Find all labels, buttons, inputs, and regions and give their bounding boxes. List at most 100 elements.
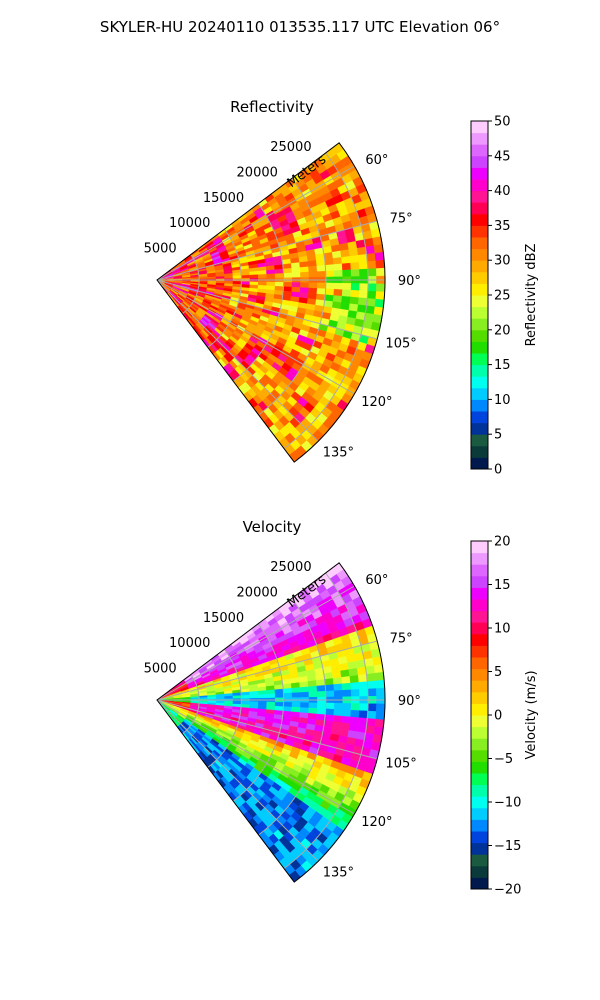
field-cell [266, 689, 276, 695]
field-cell [333, 289, 343, 297]
colorbar-tick-label: 15 [494, 578, 511, 593]
range-ring [283, 152, 369, 449]
colorbar-segment [471, 457, 488, 470]
colorbar-segment [471, 738, 488, 751]
colorbar-segment [471, 865, 488, 878]
field-cell [374, 718, 385, 729]
velocity-colorbar: −20 −15 −10 −5 0 5 10 15 20 [470, 535, 521, 898]
field-cell [357, 674, 368, 683]
field-cell [349, 716, 360, 725]
field-cell [358, 290, 369, 299]
field-cell [257, 270, 267, 275]
field-cell [366, 252, 376, 262]
field-cell [349, 675, 360, 684]
reflectivity-range-labels: 5000 10000 15000 20000 25000 [144, 140, 312, 257]
sector-boundary [156, 562, 386, 883]
field-cell [257, 274, 268, 279]
field-cell [232, 275, 242, 279]
colorbar-segment [471, 260, 488, 273]
field-cell [266, 693, 276, 699]
field-cell [350, 709, 360, 718]
range-ring [182, 674, 200, 735]
azimuth-spoke [156, 585, 355, 701]
colorbar-segment [471, 599, 488, 612]
azimuth-tick-label: 105° [385, 757, 416, 772]
field-cell [299, 261, 309, 268]
field-cell [375, 259, 385, 269]
field-cell [283, 701, 293, 708]
colorbar-segment [471, 761, 488, 774]
range-tick-label: 20000 [237, 585, 278, 600]
field-cell [249, 694, 259, 699]
colorbar-tick-label: 40 [494, 184, 511, 199]
colorbar-tick-label: −15 [494, 839, 521, 854]
colorbar-segment [471, 364, 488, 377]
colorbar-tick-label: 20 [494, 323, 511, 338]
field-cell [350, 283, 360, 291]
field-cell [367, 268, 377, 277]
field-cell [333, 270, 343, 278]
field-cell [333, 702, 343, 710]
colorbar-segment [471, 784, 488, 797]
colorbar-segment [471, 132, 488, 145]
reflectivity-polar-grid [156, 142, 386, 463]
field-cell [376, 283, 386, 293]
field-cell [333, 282, 343, 290]
range-tick-label: 20000 [237, 165, 278, 180]
field-cell [249, 701, 259, 706]
range-ring [283, 572, 369, 869]
figure-suptitle: SKYLER-HU 20240110 013535.117 UTC Elevat… [100, 18, 500, 36]
range-tick-label: 5000 [144, 242, 177, 257]
azimuth-spoke [156, 279, 355, 395]
field-cell [376, 267, 386, 277]
field-cell [308, 271, 318, 278]
colorbar-tick-label: 45 [494, 149, 511, 164]
field-cell [375, 291, 385, 301]
colorbar-segment [471, 645, 488, 658]
field-cell [331, 250, 342, 259]
range-ring [182, 254, 200, 315]
colorbar-segment [471, 353, 488, 366]
colorbar-tick-label: −20 [494, 883, 521, 898]
velocity-panel: Velocity 5000 10000 15000 20000 25000 60° 75°… [144, 518, 539, 898]
field-cell [366, 672, 376, 682]
field-cell [283, 281, 293, 288]
field-cell [332, 295, 343, 303]
field-cell [373, 664, 384, 674]
field-cell [316, 708, 326, 715]
field-cell [358, 261, 369, 270]
colorbar-segment [471, 341, 488, 354]
field-cell [357, 717, 368, 726]
field-cell [341, 676, 351, 685]
reflectivity-colorbar: 0 5 10 15 20 25 30 35 40 45 50 [470, 115, 511, 478]
field-cell [232, 695, 242, 699]
colorbar-tick-label: 10 [494, 393, 511, 408]
colorbar-segment [471, 225, 488, 238]
azimuth-tick-label: 75° [390, 211, 413, 226]
azimuth-tick-label: 105° [385, 337, 416, 352]
field-cell [299, 287, 310, 294]
colorbar-tick-label: 25 [494, 289, 511, 304]
field-cell [324, 708, 335, 716]
field-cell [367, 283, 377, 292]
field-cell [249, 270, 259, 276]
field-cell [308, 702, 318, 709]
range-ring [232, 623, 285, 802]
field-cell [282, 267, 293, 274]
field-cell [367, 710, 377, 720]
azimuth-tick-label: 120° [361, 815, 392, 830]
field-cell [375, 711, 385, 721]
colorbar-segment [471, 237, 488, 250]
field-cell [291, 282, 301, 288]
field-cell [224, 695, 234, 700]
field-cell [224, 275, 234, 280]
field-cell [365, 725, 376, 735]
field-cell [316, 270, 327, 278]
field-cell [365, 665, 376, 675]
field-cell [249, 281, 259, 286]
colorbar-segment [471, 633, 488, 646]
field-cell [342, 702, 352, 711]
field-cell [291, 267, 301, 274]
colorbar-segment [471, 773, 488, 786]
